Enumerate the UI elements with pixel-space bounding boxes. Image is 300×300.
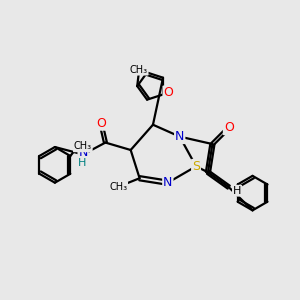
Text: O: O	[164, 86, 173, 100]
Text: N: N	[163, 176, 172, 189]
Text: CH₃: CH₃	[109, 182, 127, 192]
Text: CH₃: CH₃	[74, 141, 92, 152]
Text: O: O	[224, 121, 234, 134]
Text: H: H	[233, 186, 241, 196]
Text: N: N	[175, 130, 184, 143]
Text: CH₃: CH₃	[130, 65, 148, 75]
Text: O: O	[96, 117, 106, 130]
Text: S: S	[192, 160, 200, 173]
Text: N: N	[78, 146, 88, 159]
Text: H: H	[78, 158, 87, 168]
